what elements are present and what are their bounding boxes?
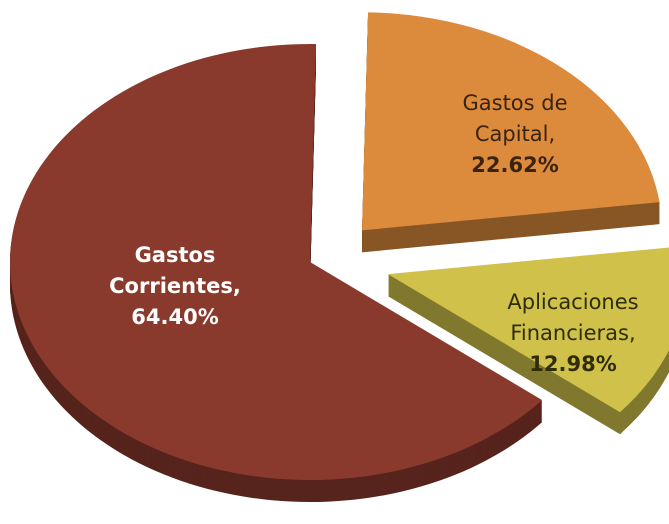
slice-name: Gastos de Capital, (462, 91, 568, 146)
slice-value: 64.40% (131, 305, 219, 329)
slice (387, 247, 669, 435)
slice-face (387, 247, 669, 413)
slice-face (9, 44, 543, 481)
slice-value: 22.62% (471, 153, 559, 177)
data-label: Aplicaciones Financieras, 12.98% (478, 287, 668, 380)
slice-name: Gastos Corrientes, (109, 243, 241, 298)
slice-face (362, 12, 660, 231)
slice-name: Aplicaciones Financieras, (507, 290, 639, 345)
data-label: Gastos Corrientes, 64.40% (95, 240, 255, 333)
slice-value: 12.98% (529, 352, 617, 376)
slice (362, 12, 660, 253)
data-label: Gastos de Capital, 22.62% (440, 88, 590, 181)
slice (9, 44, 543, 503)
